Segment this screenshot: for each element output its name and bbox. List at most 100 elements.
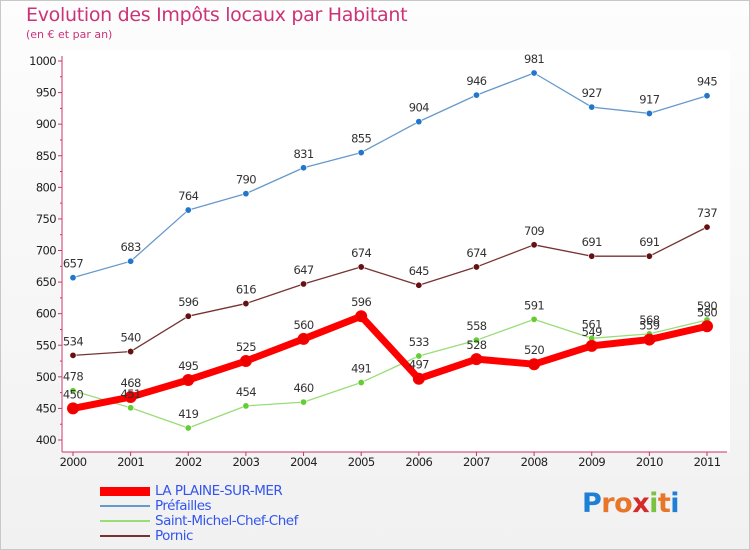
data-point — [127, 257, 135, 265]
data-label: 647 — [293, 263, 313, 277]
data-point — [645, 252, 653, 260]
data-point — [643, 333, 656, 346]
y-tick-label: 550 — [36, 338, 56, 352]
data-label: 451 — [121, 387, 141, 401]
y-tick-label: 600 — [36, 307, 56, 321]
data-label: 764 — [178, 189, 198, 203]
data-point — [588, 103, 596, 111]
data-point — [69, 387, 77, 395]
data-label: 945 — [697, 75, 717, 89]
legend-label: Saint-Michel-Chef-Chef — [155, 513, 298, 529]
y-tick-label: 950 — [36, 86, 56, 100]
data-point — [357, 263, 365, 271]
data-label: 737 — [697, 206, 717, 220]
data-point — [472, 263, 480, 271]
data-label: 559 — [639, 319, 659, 333]
data-label: 549 — [582, 325, 602, 339]
data-point — [69, 351, 77, 359]
data-point — [703, 92, 711, 100]
legend-swatch — [100, 505, 150, 507]
data-point — [530, 241, 538, 249]
chart-title: Evolution des Impôts locaux par Habitant — [26, 4, 408, 26]
y-tick-label: 800 — [36, 180, 56, 194]
data-point — [357, 379, 365, 387]
proxiti-logo: Proxiti — [582, 488, 680, 519]
data-label: 478 — [63, 370, 83, 384]
logo-letter: P — [582, 488, 602, 519]
logo-letter: t — [657, 488, 671, 519]
x-tick-label: 2006 — [405, 455, 432, 469]
data-label: 561 — [582, 317, 602, 331]
data-point — [701, 320, 713, 333]
logo-letter: i — [670, 488, 680, 519]
data-label: 946 — [466, 74, 486, 88]
data-point — [412, 372, 425, 385]
data-label: 540 — [121, 331, 141, 345]
data-point — [242, 402, 250, 410]
legend-swatch — [100, 535, 150, 537]
y-tick-label: 500 — [36, 370, 56, 384]
data-label: 917 — [639, 92, 659, 106]
data-label: 596 — [178, 295, 198, 309]
data-label: 560 — [293, 318, 313, 332]
data-label: 831 — [293, 147, 313, 161]
x-tick-label: 2003 — [232, 455, 259, 469]
data-point — [127, 404, 135, 412]
data-label: 590 — [697, 299, 717, 313]
series-line — [69, 312, 711, 412]
logo-letter: i — [649, 488, 658, 519]
series-line — [72, 72, 708, 279]
data-label: 468 — [121, 376, 141, 390]
y-tick-label: 650 — [36, 275, 56, 289]
data-point — [242, 300, 250, 308]
series-line — [72, 226, 708, 357]
data-label: 525 — [236, 340, 256, 354]
legend-swatch — [100, 486, 150, 496]
data-label: 580 — [697, 305, 717, 319]
y-tick-label: 900 — [36, 117, 56, 131]
data-label: 491 — [351, 362, 371, 376]
data-label: 558 — [466, 319, 486, 333]
x-tick-label: 2010 — [636, 455, 663, 469]
logo-letter: o — [614, 488, 633, 519]
data-point — [127, 348, 135, 356]
data-label: 855 — [351, 132, 371, 146]
data-point — [530, 315, 538, 323]
data-point — [67, 402, 79, 415]
legend-swatch — [100, 520, 150, 522]
data-point — [415, 352, 423, 360]
y-tick-label: 1000 — [29, 54, 56, 68]
data-label: 533 — [409, 335, 429, 349]
data-point — [470, 353, 483, 366]
data-point — [300, 164, 308, 172]
y-tick-label: 400 — [36, 433, 56, 447]
data-point — [415, 118, 423, 126]
data-point — [242, 190, 250, 198]
x-tick-label: 2000 — [60, 455, 87, 469]
x-tick-label: 2001 — [117, 455, 144, 469]
data-label: 674 — [351, 246, 371, 260]
data-point — [69, 274, 77, 282]
data-label: 927 — [582, 86, 602, 100]
data-point — [703, 223, 711, 231]
data-label: 790 — [236, 173, 256, 187]
data-point — [588, 252, 596, 260]
data-point — [300, 280, 308, 288]
data-point — [530, 69, 538, 77]
data-point — [124, 391, 137, 404]
data-label: 904 — [409, 101, 429, 115]
y-tick-label: 450 — [36, 401, 56, 415]
data-label: 495 — [178, 359, 198, 373]
data-point — [184, 312, 192, 320]
data-label: 591 — [524, 298, 544, 312]
logo-letter: r — [601, 488, 615, 519]
data-point — [645, 109, 653, 117]
data-point — [585, 339, 598, 352]
x-tick-label: 2009 — [578, 455, 605, 469]
data-label: 460 — [293, 381, 313, 395]
data-label: 419 — [178, 407, 198, 421]
legend-label: LA PLAINE-SUR-MER — [155, 483, 283, 499]
data-point — [357, 149, 365, 157]
y-tick-label: 700 — [36, 244, 56, 258]
